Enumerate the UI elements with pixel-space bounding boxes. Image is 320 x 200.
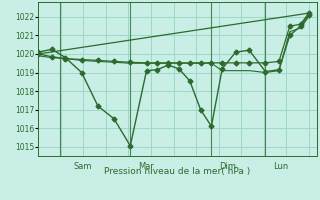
Text: Dim: Dim — [220, 162, 236, 171]
Text: Mar: Mar — [139, 162, 154, 171]
Text: Sam: Sam — [74, 162, 92, 171]
Text: Lun: Lun — [274, 162, 289, 171]
X-axis label: Pression niveau de la mer( hPa ): Pression niveau de la mer( hPa ) — [104, 167, 251, 176]
